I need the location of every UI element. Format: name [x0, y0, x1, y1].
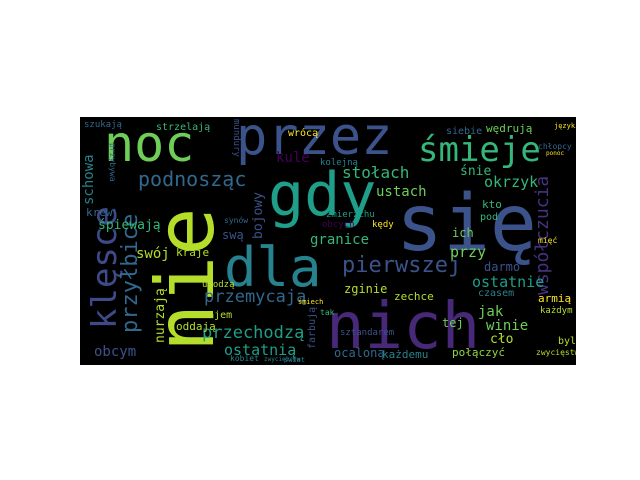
word-ocalona: ocaloną — [334, 346, 385, 360]
word-obcym: obcym — [94, 344, 137, 360]
word-tej: tej — [442, 316, 464, 330]
word-kto: kto — [482, 198, 502, 211]
word-jezyki: języki — [554, 122, 576, 130]
word-okrzyk: okrzyk — [484, 173, 539, 191]
word-ostatnia: ostatnią — [224, 341, 297, 359]
word-ich: ich — [452, 226, 474, 240]
word-przy: przy — [450, 243, 487, 261]
word-schowa: schowa — [81, 154, 97, 205]
word-jak: jak — [478, 304, 504, 320]
word-darmo: darmo — [484, 260, 521, 274]
word-kraje: kraje — [176, 246, 210, 259]
word-noc: noc — [104, 117, 195, 173]
word-krew: krew — [86, 206, 113, 219]
word-strzelaja: strzelają — [156, 122, 211, 133]
word-swiat: świat — [284, 356, 306, 364]
word-czasem: czasem — [478, 288, 515, 299]
word-wedruja: wędrują — [486, 122, 533, 135]
word-podnoszac: podnosząc — [138, 167, 247, 191]
word-zmierzchu: zmierzchu — [326, 210, 375, 220]
word-smiech: śmiech — [298, 298, 324, 306]
word-ostatnie: ostatnie — [472, 273, 545, 291]
word-pod: pod — [480, 212, 499, 223]
word-winie: winie — [486, 318, 529, 334]
word-dla: dla — [224, 236, 322, 299]
word-sie: się — [396, 179, 537, 269]
word-swa: swą — [222, 228, 244, 242]
word-granice: granice — [310, 232, 370, 248]
word-przybywa: przybywa — [108, 143, 117, 182]
word-swoj: swój — [136, 246, 170, 262]
word-polaczyc: połączyć — [452, 346, 505, 359]
word-miec: mięć — [538, 236, 558, 245]
word-ponoc: ponoc — [546, 150, 565, 157]
word-szatandarem: sztandarem — [340, 328, 395, 338]
word-przechodza: przechodzą — [202, 323, 305, 343]
word-mundury: mundury — [231, 119, 241, 157]
word-gdy: gdy — [268, 160, 377, 230]
word-obcych: obcych — [322, 220, 355, 230]
word-armia: armią — [538, 292, 572, 305]
word-snie: śnie — [460, 164, 492, 179]
word-kolejna: kolejną — [320, 158, 358, 168]
word-siebie: siebie — [446, 126, 483, 137]
word-kiedy: kędy — [372, 220, 394, 230]
word-kazdym: każdym — [540, 306, 573, 316]
word-nurzaja: nurzają — [153, 288, 168, 343]
word-cloud: się nie nich przez gdy noc dla śmieje kl… — [80, 117, 576, 365]
word-szukaja: szukają — [84, 120, 122, 130]
word-stolach: stołach — [342, 163, 410, 182]
word-farbuja: farbują — [307, 306, 318, 349]
word-smieje: śmieje — [418, 130, 541, 170]
word-nich: nich — [326, 290, 481, 364]
word-spiewaja: śpiewają — [98, 218, 161, 233]
word-przez: przez — [236, 117, 393, 167]
word-bojowy: bojowy — [251, 192, 266, 239]
word-tak: tak — [320, 308, 335, 317]
word-kobiet: kobiet — [230, 354, 259, 363]
word-urodza: urodzą — [202, 280, 235, 290]
word-zwyciestwa: zwycięstwa — [536, 348, 576, 357]
word-zwyciezcow: zwycięzców — [264, 356, 301, 363]
word-synow: synów — [224, 216, 249, 225]
word-pierwszej: pierwszej — [342, 253, 462, 278]
word-zginie: zginie — [344, 282, 388, 296]
word-nawzajem: nawzajem — [184, 310, 233, 321]
word-oddaja: oddają — [176, 320, 216, 333]
word-clo: cło — [490, 332, 514, 347]
word-byle: byle — [558, 336, 576, 347]
word-ustach: ustach — [376, 184, 427, 200]
word-chlopcy: chłopcy — [538, 142, 572, 151]
word-zechce: zechce — [394, 290, 434, 303]
word-kazdemu: każdemu — [382, 348, 429, 361]
word-wroca: wrócą — [288, 128, 319, 139]
word-kule: kule — [276, 150, 310, 166]
word-przemycaja: przemycają — [204, 287, 307, 307]
